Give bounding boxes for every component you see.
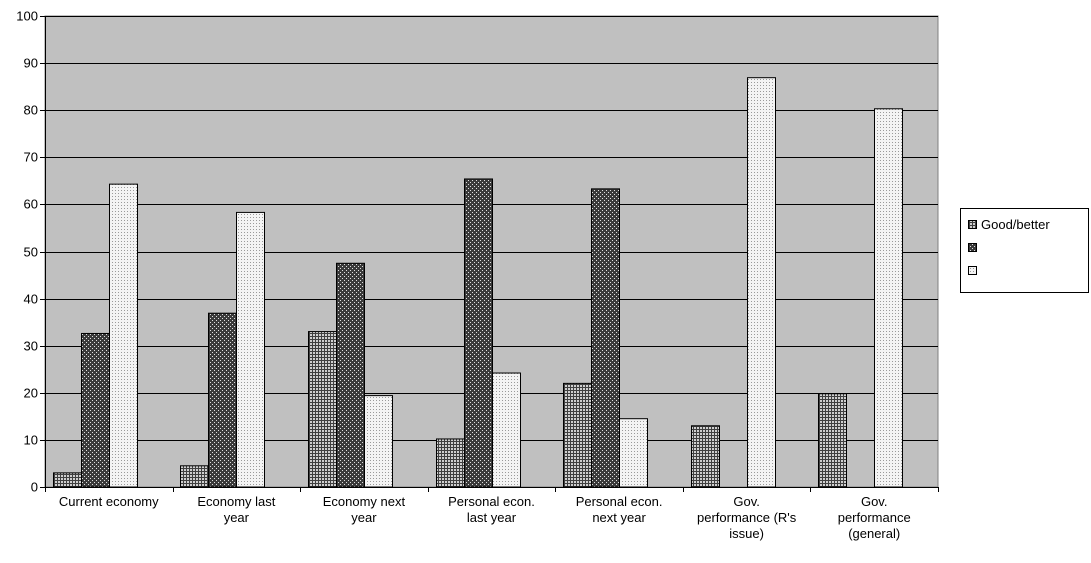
x-tick-label-line: performance xyxy=(838,510,911,525)
bar xyxy=(492,372,521,488)
x-tick-label-line: year xyxy=(351,510,377,525)
bar xyxy=(336,262,365,488)
legend xyxy=(960,208,1089,293)
bar xyxy=(691,425,720,488)
bar xyxy=(563,382,592,488)
legend-swatch xyxy=(968,220,977,229)
x-tick-label-line: year xyxy=(224,510,250,525)
bar xyxy=(591,188,620,488)
x-tick-label: Economy last year xyxy=(197,494,275,525)
x-tick-label-line: Personal econ. xyxy=(576,494,663,509)
y-tick-label: 70 xyxy=(24,150,38,165)
y-tick-label: 30 xyxy=(24,339,38,354)
x-tick-label-line: Gov. xyxy=(733,494,760,509)
bar xyxy=(818,393,847,488)
x-tick-label: Gov. performance (R's issue) xyxy=(697,494,797,541)
x-tick-label-line: Gov. xyxy=(861,494,888,509)
y-tick-label: 60 xyxy=(24,197,38,212)
x-tick-label-line: Economy next xyxy=(323,494,406,509)
x-tick-label: Personal econ. last year xyxy=(448,494,535,525)
legend-swatch xyxy=(968,243,977,252)
x-tick-label-line: Current economy xyxy=(59,494,159,509)
x-tick-label: Gov. performance (general) xyxy=(838,494,911,541)
x-tick-label-line: (general) xyxy=(848,526,900,541)
bar xyxy=(180,465,209,488)
x-tick-label-line: Economy last xyxy=(197,494,275,509)
y-tick-label: 0 xyxy=(31,480,38,495)
x-tick-label: Current economy xyxy=(59,494,159,509)
bar xyxy=(109,183,138,488)
y-tick-label: 20 xyxy=(24,386,38,401)
bar xyxy=(619,418,648,488)
legend-swatch xyxy=(968,266,977,275)
bar xyxy=(436,438,465,488)
bar xyxy=(874,108,903,488)
y-tick-label: 40 xyxy=(24,292,38,307)
x-tick-label: Economy next year xyxy=(323,494,406,525)
bar xyxy=(308,331,337,488)
bar xyxy=(53,472,82,488)
y-tick-label: 80 xyxy=(24,103,38,118)
x-tick-label-line: next year xyxy=(592,510,646,525)
bar xyxy=(81,332,110,488)
y-tick-label: 90 xyxy=(24,56,38,71)
bar xyxy=(747,77,776,488)
x-tick-label-line: issue) xyxy=(729,526,764,541)
x-tick-label-line: last year xyxy=(467,510,517,525)
y-tick-label: 50 xyxy=(24,245,38,260)
y-tick-label: 100 xyxy=(16,9,38,24)
x-tick-label-line: performance (R's xyxy=(697,510,797,525)
x-tick-label: Personal econ. next year xyxy=(576,494,663,525)
y-tick-label: 10 xyxy=(24,433,38,448)
legend-label: Good/better xyxy=(981,217,1050,232)
bar xyxy=(364,395,393,488)
bar xyxy=(464,178,493,488)
bar xyxy=(236,211,265,488)
x-tick-label-line: Personal econ. xyxy=(448,494,535,509)
bar xyxy=(208,312,237,488)
